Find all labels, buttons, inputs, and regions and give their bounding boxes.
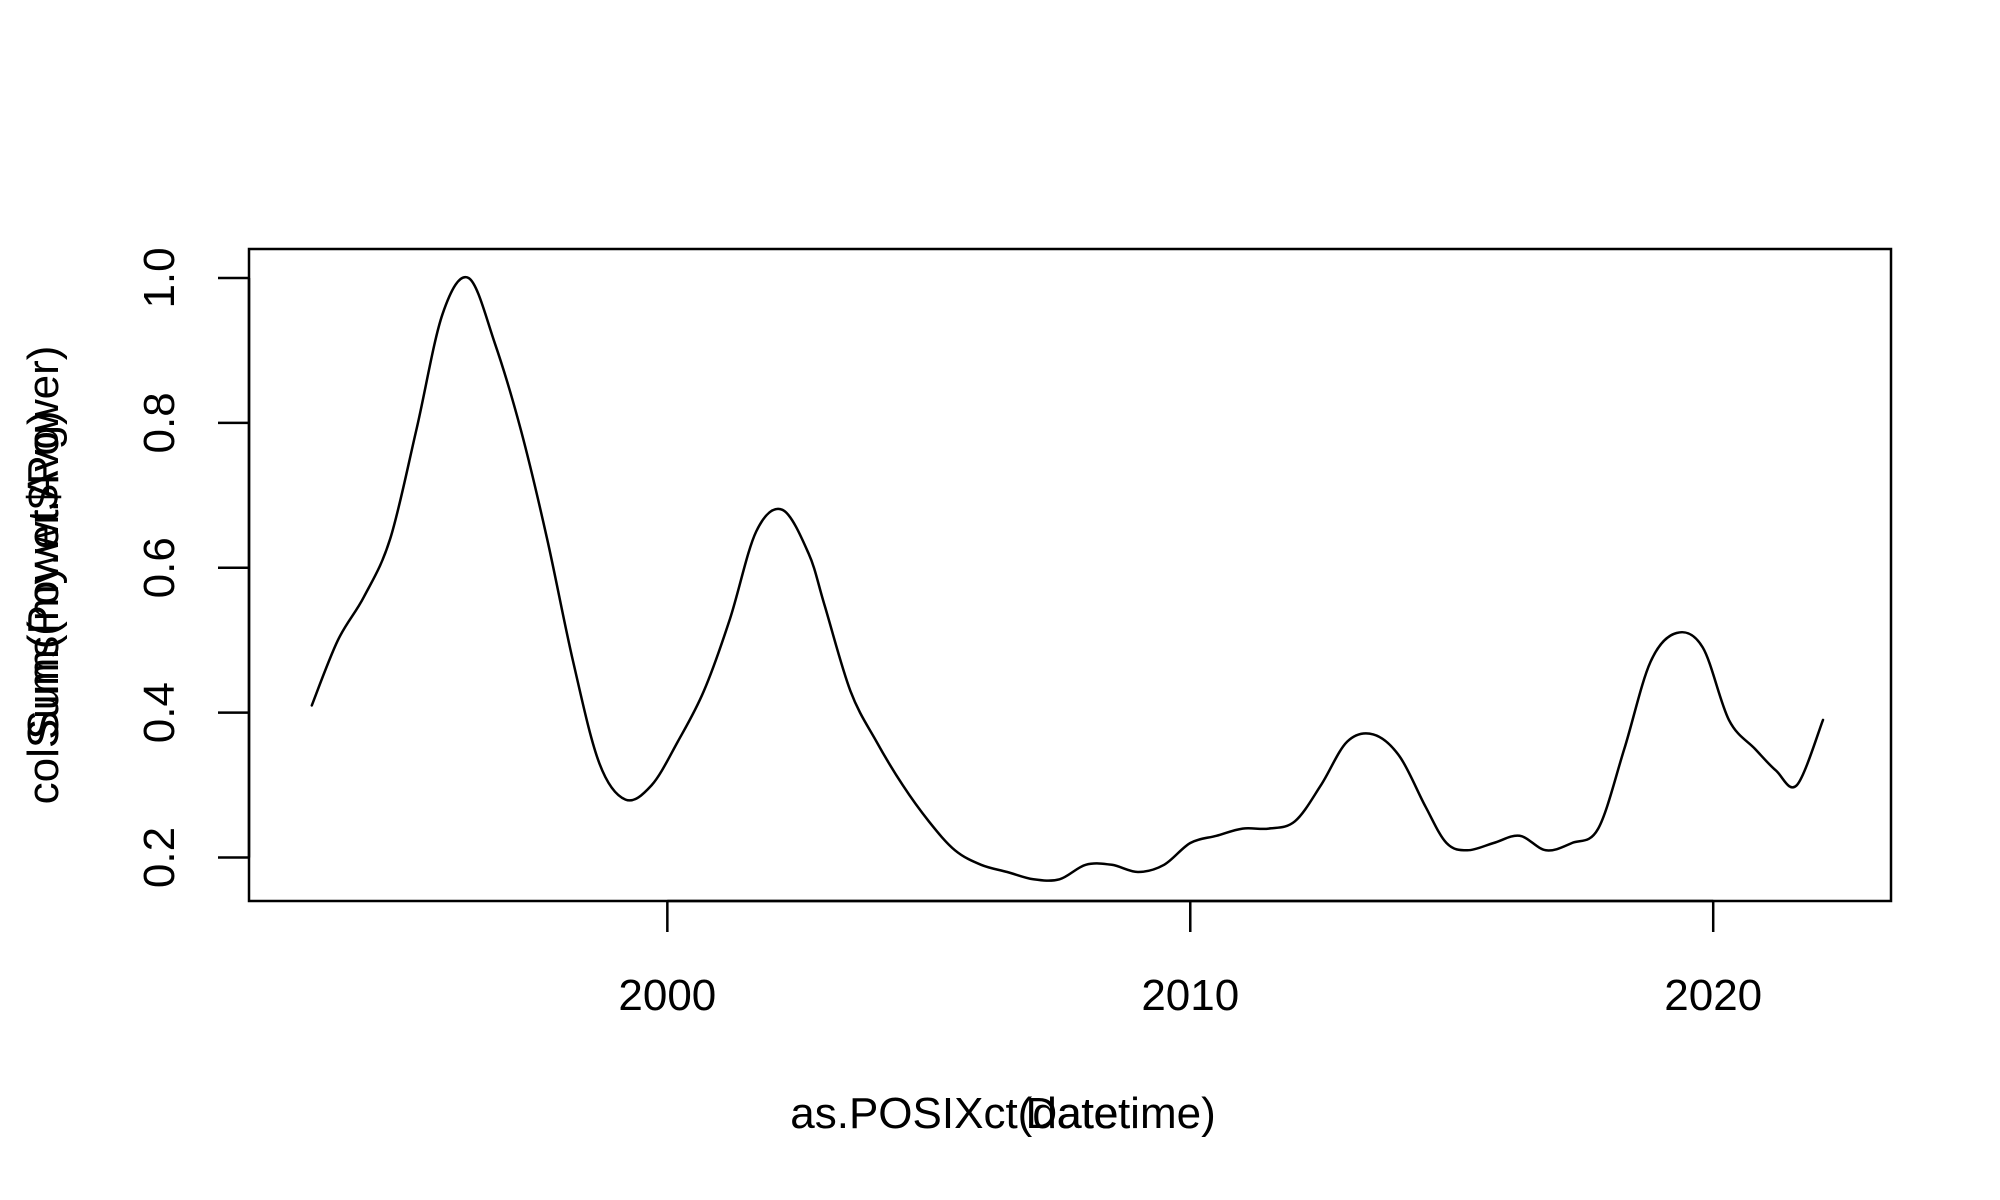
x-axis: 2000 2010 2020 xyxy=(618,899,1762,1020)
y-axis-title-2: Sum(Power.Avg) xyxy=(19,410,68,739)
y-tick-label: 1.0 xyxy=(135,247,184,308)
y-tick-label: 0.6 xyxy=(135,537,184,598)
y-axis-title-1: colSums(my.wt$Power) xyxy=(19,346,68,805)
y-tick-label: 0.2 xyxy=(135,827,184,888)
y-tick-label: 0.8 xyxy=(135,392,184,453)
x-tick-label: 2020 xyxy=(1664,971,1762,1020)
x-tick-label: 2000 xyxy=(618,971,716,1020)
series-line xyxy=(310,275,1825,882)
y-tick-label: 0.4 xyxy=(135,682,184,743)
y-axis: 0.2 0.4 0.6 0.8 1.0 xyxy=(135,247,251,888)
x-tick-label: 2010 xyxy=(1141,971,1239,1020)
x-axis-title-1: as.POSIXct(datetime) xyxy=(790,1089,1215,1138)
x-axis-title-2: Date xyxy=(1026,1089,1119,1138)
